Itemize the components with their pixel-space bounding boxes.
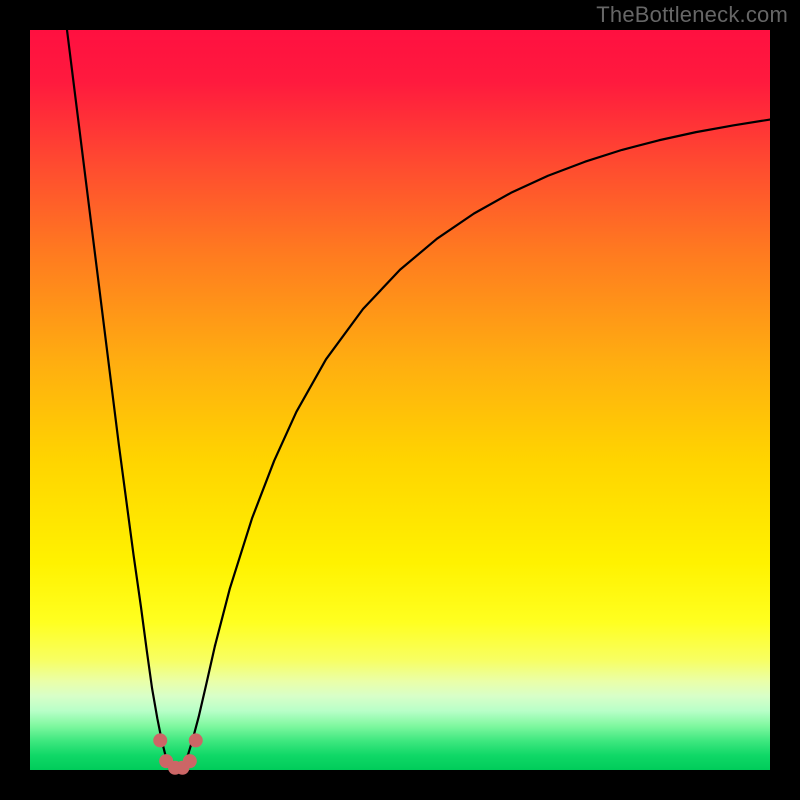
marker-point [183, 754, 197, 768]
marker-point [153, 733, 167, 747]
bottleneck-chart [0, 0, 800, 800]
marker-point [189, 733, 203, 747]
chart-container: TheBottleneck.com [0, 0, 800, 800]
watermark-text: TheBottleneck.com [596, 2, 788, 28]
